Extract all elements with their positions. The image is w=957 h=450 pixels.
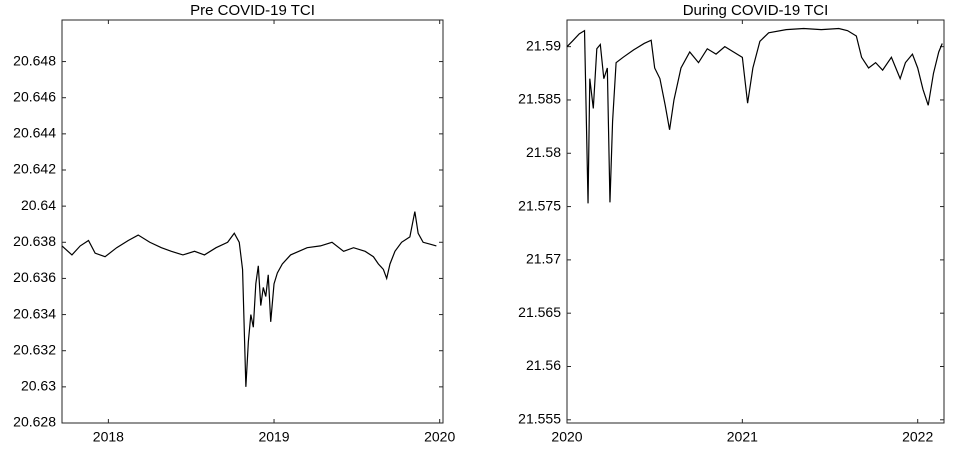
y-tick-label: 21.565 (518, 304, 561, 320)
y-tick-label: 20.644 (13, 125, 56, 141)
y-tick-label: 20.642 (13, 161, 56, 177)
x-tick-label: 2018 (93, 429, 124, 445)
y-tick-label: 20.634 (13, 305, 56, 321)
x-tick-label: 2020 (424, 429, 455, 445)
y-tick-label: 21.56 (526, 357, 561, 373)
x-tick-label: 2020 (551, 429, 582, 445)
y-tick-label: 20.646 (13, 88, 56, 104)
data-line (61, 211, 437, 387)
y-tick-label: 20.632 (13, 341, 56, 357)
chart-title: During COVID-19 TCI (683, 2, 829, 19)
data-line (566, 27, 943, 204)
chart-title: Pre COVID-19 TCI (190, 2, 315, 19)
y-tick-label: 21.575 (518, 197, 561, 213)
y-tick-label: 21.59 (526, 37, 561, 53)
y-tick-label: 20.63 (21, 378, 56, 394)
x-tick-label: 2019 (258, 429, 289, 445)
y-tick-label: 20.636 (13, 269, 56, 285)
y-tick-label: 20.628 (13, 414, 56, 430)
y-tick-label: 21.555 (518, 411, 561, 427)
y-tick-label: 21.585 (518, 91, 561, 107)
x-tick-label: 2022 (902, 429, 933, 445)
y-tick-label: 20.648 (13, 52, 56, 68)
plot-frame (566, 19, 945, 424)
x-tick-label: 2021 (727, 429, 758, 445)
y-tick-label: 21.58 (526, 144, 561, 160)
plot-frame (61, 19, 444, 424)
y-tick-label: 20.64 (21, 197, 56, 213)
y-tick-label: 21.57 (526, 251, 561, 267)
y-tick-label: 20.638 (13, 233, 56, 249)
